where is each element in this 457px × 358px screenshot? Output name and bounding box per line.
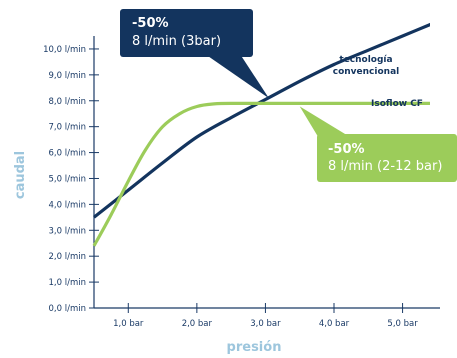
x-tick-label: 4,0 bar [319,319,350,329]
y-tick-label: 6,0 l/min [49,149,86,159]
callout-conventional-percent: -50% [132,16,169,31]
y-tick-label: 2,0 l/min [49,252,86,262]
y-tick-label: 1,0 l/min [49,278,86,288]
callout-isoflow-box [317,134,457,182]
y-tick-label: 7,0 l/min [49,123,86,133]
callout-isoflow-text: 8 l/min (2-12 bar) [328,159,442,174]
x-tick-label: 5,0 bar [387,319,418,329]
x-tick-label: 1,0 bar [113,319,144,329]
callout-isoflow-percent: -50% [328,142,365,157]
x-axis-title: presión [227,340,282,355]
y-tick-label: 8,0 l/min [49,97,86,107]
axis-ticks: 0,0 l/min 1,0 l/min 2,0 l/min 3,0 l/min 4,0 … [43,45,418,329]
callout-conventional-pointer [205,54,269,99]
series-label-conventional-line1: tecnología [339,55,392,65]
y-tick-label: 10,0 l/min [43,45,86,55]
series-line-conventional [93,22,430,219]
series-label-conventional-line2: convencional [333,67,399,77]
callout-isoflow-pointer [299,106,350,140]
y-tick-label: 4,0 l/min [49,200,86,210]
y-tick-label: 3,0 l/min [49,226,86,236]
y-tick-label: 5,0 l/min [49,174,86,184]
y-axis-title: caudal [13,151,28,199]
series-layer [92,22,430,247]
callout-isoflow: -50% 8 l/min (2-12 bar) [299,106,457,182]
series-line-isoflow [92,101,430,247]
callout-conventional: -50% 8 l/min (3bar) [120,9,269,99]
x-tick-label: 3,0 bar [250,319,281,329]
x-tick-label: 2,0 bar [182,319,213,329]
callout-conventional-text: 8 l/min (3bar) [132,34,221,49]
series-label-isoflow: Isoflow CF [371,99,423,109]
y-tick-label: 0,0 l/min [49,304,86,314]
callout-conventional-box [120,9,253,57]
y-tick-label: 9,0 l/min [49,71,86,81]
